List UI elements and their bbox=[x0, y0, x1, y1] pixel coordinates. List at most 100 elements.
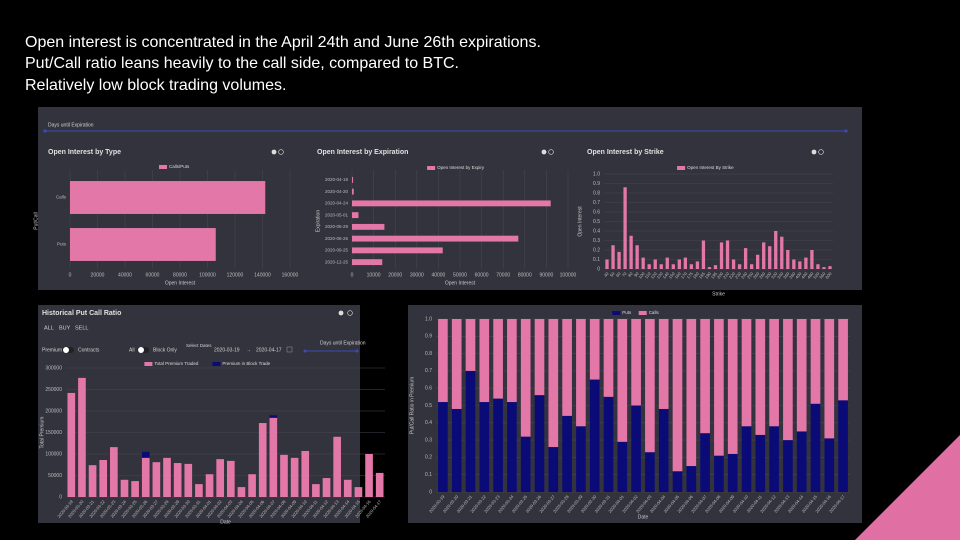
bar bbox=[727, 319, 738, 454]
bar bbox=[451, 408, 462, 492]
x-tick-label: 195 bbox=[710, 271, 719, 280]
x-tick-label: 185 bbox=[698, 271, 707, 280]
toggle-label: Block Only bbox=[153, 347, 177, 353]
x-tick-label: 600 bbox=[824, 271, 833, 280]
date-start[interactable]: 2020-03-19 bbox=[214, 347, 240, 353]
bar bbox=[576, 319, 586, 427]
bar bbox=[755, 434, 766, 492]
chart-title: Open Interest by Type bbox=[48, 149, 121, 156]
bar bbox=[226, 460, 235, 497]
bar bbox=[659, 264, 663, 269]
bar bbox=[810, 319, 821, 404]
legend-label: Calls/Puts bbox=[169, 164, 190, 169]
slider-handle[interactable] bbox=[303, 349, 307, 353]
date-end[interactable]: 2020-04-17 bbox=[256, 347, 282, 353]
chart-title: Open Interest by Strike bbox=[587, 149, 664, 156]
bar bbox=[725, 240, 730, 269]
bar bbox=[689, 264, 694, 269]
bar bbox=[838, 400, 848, 492]
bar bbox=[548, 319, 559, 448]
x-tick-label: 280 bbox=[758, 271, 767, 280]
bar bbox=[686, 319, 697, 467]
y-tick-label: 0.6 bbox=[593, 209, 600, 215]
x-tick-label: 440 bbox=[800, 271, 809, 280]
x-tick-label: 20000 bbox=[91, 272, 105, 278]
bar bbox=[737, 264, 742, 269]
date-label: Select Dates bbox=[186, 343, 212, 348]
side-button[interactable]: SELL bbox=[75, 325, 88, 331]
bar bbox=[479, 319, 490, 403]
toggle-label: All bbox=[129, 347, 135, 353]
x-tick-label: 360 bbox=[782, 271, 791, 280]
bar bbox=[365, 454, 373, 497]
legend-label: Calls bbox=[649, 310, 660, 315]
bar bbox=[714, 455, 724, 492]
bar bbox=[671, 264, 675, 269]
legend-swatch bbox=[612, 311, 621, 315]
bar bbox=[352, 247, 443, 254]
y-tick-label: 200000 bbox=[45, 408, 62, 414]
y-tick-label: 0.4 bbox=[593, 228, 600, 234]
bar bbox=[658, 408, 669, 492]
legend-swatch bbox=[159, 165, 167, 169]
bar bbox=[672, 319, 683, 472]
bar bbox=[617, 441, 628, 492]
y-tick-label: 0.5 bbox=[425, 403, 432, 409]
bar bbox=[375, 472, 384, 497]
bar bbox=[78, 377, 86, 497]
bar bbox=[269, 417, 278, 497]
y-axis-label: Open Interest bbox=[577, 206, 583, 237]
toggle-knob[interactable] bbox=[138, 347, 144, 353]
bar bbox=[731, 259, 736, 269]
slider-handle[interactable] bbox=[355, 349, 359, 353]
x-tick-label: 400 bbox=[794, 271, 803, 280]
bar bbox=[352, 176, 354, 183]
bar bbox=[465, 319, 476, 371]
bar bbox=[635, 245, 639, 269]
x-axis-label: Date bbox=[220, 519, 231, 525]
slide-line: Put/Call ratio leans heavily to the call… bbox=[25, 55, 459, 72]
x-tick-label: 80000 bbox=[173, 272, 187, 278]
bar bbox=[810, 403, 821, 492]
bar bbox=[804, 257, 808, 269]
bar bbox=[727, 453, 738, 492]
y-tick-label: 2020-05-01 bbox=[325, 212, 349, 217]
bar bbox=[700, 319, 710, 434]
x-tick-label: 0 bbox=[69, 272, 72, 278]
x-axis-label: Open Interest bbox=[445, 280, 476, 286]
slider-handle[interactable] bbox=[43, 129, 47, 133]
x-tick-label: 130 bbox=[656, 271, 665, 280]
bar bbox=[352, 200, 551, 207]
side-button[interactable]: BUY bbox=[59, 325, 71, 331]
bar bbox=[248, 474, 256, 497]
bar bbox=[258, 423, 267, 497]
calendar-icon[interactable] bbox=[286, 346, 293, 353]
bar bbox=[67, 392, 76, 497]
x-tick-label: 50000 bbox=[453, 272, 467, 278]
y-axis-label: Put/Call Ratio in Premium bbox=[409, 377, 415, 434]
legend-swatch bbox=[427, 166, 436, 170]
toggle-knob[interactable] bbox=[63, 347, 69, 353]
bar bbox=[713, 265, 718, 269]
bar bbox=[828, 266, 832, 269]
bar bbox=[301, 450, 310, 497]
y-tick-label: 150000 bbox=[45, 430, 62, 436]
info-icons[interactable] bbox=[271, 149, 824, 316]
side-button[interactable]: ALL bbox=[44, 325, 54, 331]
bar bbox=[438, 319, 448, 403]
legend-swatch bbox=[144, 362, 153, 366]
slider-handle[interactable] bbox=[844, 129, 848, 133]
bar bbox=[451, 319, 462, 409]
x-tick-label: 50 bbox=[609, 271, 616, 278]
bar bbox=[743, 248, 748, 269]
bar bbox=[493, 398, 503, 492]
y-axis-label: Put/Call bbox=[33, 212, 39, 230]
x-tick-label: 250 bbox=[746, 271, 755, 280]
y-tick-label: 0 bbox=[59, 494, 62, 500]
bar bbox=[216, 459, 225, 497]
x-tick-label: 20000 bbox=[388, 272, 402, 278]
bar bbox=[792, 259, 796, 269]
x-tick-label: 160000 bbox=[282, 272, 299, 278]
bar bbox=[322, 478, 331, 497]
y-tick-label: 0 bbox=[597, 266, 600, 272]
